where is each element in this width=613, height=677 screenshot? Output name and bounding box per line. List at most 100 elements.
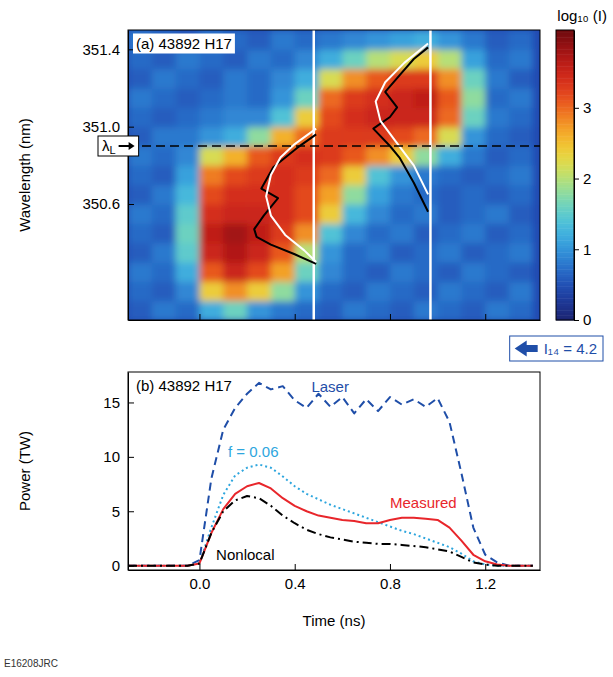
heatmap-cell: [342, 223, 366, 243]
heatmap-cell: [414, 301, 438, 320]
heatmap-cell: [414, 88, 438, 108]
axis: 0123: [574, 31, 591, 329]
heatmap-cell: [176, 88, 200, 108]
heatmap-cell: [509, 204, 533, 224]
heatmap-cell: [152, 262, 176, 282]
series-line: [128, 383, 533, 566]
heatmap-cell: [509, 88, 533, 108]
heatmap-cell: [152, 88, 176, 108]
heatmap-cell: [199, 185, 223, 205]
tick: 351.4: [82, 41, 134, 58]
heatmap-cell: [485, 30, 509, 50]
heatmap-cell: [319, 127, 343, 147]
tick: 0: [574, 311, 591, 328]
heatmap-cell: [295, 49, 319, 69]
annotation-arrow: [515, 341, 538, 357]
heatmap-cell: [176, 146, 200, 166]
tick-mark: [485, 314, 486, 320]
heatmap-cell: [152, 165, 176, 185]
figure: 350.6351.0351.4(a) 43892 H17Wavelength (…: [0, 0, 613, 677]
tick: 1: [574, 241, 591, 258]
axis: 350.6351.0351.4: [82, 31, 134, 321]
heatmap-cell: [390, 107, 414, 127]
heatmap-cell: [176, 281, 200, 301]
tick-mark: [574, 320, 579, 321]
heatmap-cell: [295, 185, 319, 205]
plot-area: [128, 383, 533, 566]
reference-label: λL: [98, 136, 139, 156]
heatmap-cell: [390, 185, 414, 205]
heatmap-cell: [295, 146, 319, 166]
heatmap-cell: [223, 281, 247, 301]
heatmap-cell: [295, 88, 319, 108]
heatmap-cell: [152, 107, 176, 127]
heatmap-cell: [342, 127, 366, 147]
tick-label: 15: [103, 394, 120, 411]
heatmap-cell: [485, 127, 509, 147]
heatmap-cell: [414, 146, 438, 166]
heatmap-cell: [485, 301, 509, 320]
axis-title: Power (TW): [16, 431, 33, 511]
heatmap-cell: [271, 107, 295, 127]
heatmap-cell: [414, 281, 438, 301]
tick-label: 0.8: [380, 575, 401, 592]
tick-label: 10: [103, 448, 120, 465]
heatmap-cell: [295, 165, 319, 185]
heatmap-cell: [128, 262, 152, 282]
tick-mark: [128, 127, 134, 128]
heatmap-cell: [223, 146, 247, 166]
heatmap-cell: [247, 69, 271, 89]
heatmap-cell: [319, 223, 343, 243]
heatmap-cell: [509, 49, 533, 69]
heatmap-cell: [319, 107, 343, 127]
colorbar-frame: [556, 30, 574, 320]
heatmap-cell: [152, 204, 176, 224]
heatmap-cell: [390, 262, 414, 282]
heatmap-cell: [342, 146, 366, 166]
heatmap-cell: [176, 107, 200, 127]
heatmap-cell: [128, 69, 152, 89]
heatmap-cell: [176, 301, 200, 320]
heatmap-cell: [247, 30, 271, 50]
panel-title: (b) 43892 H17: [136, 377, 232, 394]
heatmap-cell: [366, 49, 390, 69]
heatmap: [128, 30, 533, 320]
heatmap-cell: [128, 281, 152, 301]
lineout-position: [429, 30, 432, 320]
plot-area: [128, 30, 540, 320]
heatmap-cell: [319, 30, 343, 50]
tick: 350.6: [82, 195, 134, 212]
heatmap-cell: [390, 204, 414, 224]
heatmap-cell: [295, 223, 319, 243]
heatmap-cell: [438, 146, 462, 166]
heatmap-cell: [176, 165, 200, 185]
heatmap-cell: [342, 185, 366, 205]
tick-mark: [574, 179, 579, 180]
heatmap-cell: [414, 165, 438, 185]
heatmap-cell: [128, 204, 152, 224]
tick: 2: [574, 170, 591, 187]
heatmap-cell: [342, 243, 366, 263]
heatmap-cell: [461, 185, 485, 205]
heatmap-cell: [199, 165, 223, 185]
heatmap-cell: [366, 146, 390, 166]
heatmap-cell: [390, 243, 414, 263]
heatmap-cell: [509, 127, 533, 147]
series-label: Nonlocal: [216, 546, 274, 563]
heatmap-cell: [438, 223, 462, 243]
heatmap-cell: [223, 223, 247, 243]
heatmap-cell: [438, 69, 462, 89]
heatmap-cell: [461, 49, 485, 69]
heatmap-cell: [247, 127, 271, 147]
heatmap-cell: [485, 49, 509, 69]
heatmap-cell: [199, 107, 223, 127]
heatmap-cell: [295, 30, 319, 50]
heatmap-cell: [247, 146, 271, 166]
heatmap-cell: [152, 301, 176, 320]
heatmap-cell: [128, 185, 152, 205]
tick-label: 350.6: [82, 195, 120, 212]
heatmap-cell: [128, 223, 152, 243]
heatmap-cell: [176, 69, 200, 89]
heatmap-cell: [342, 262, 366, 282]
heatmap-cell: [390, 223, 414, 243]
